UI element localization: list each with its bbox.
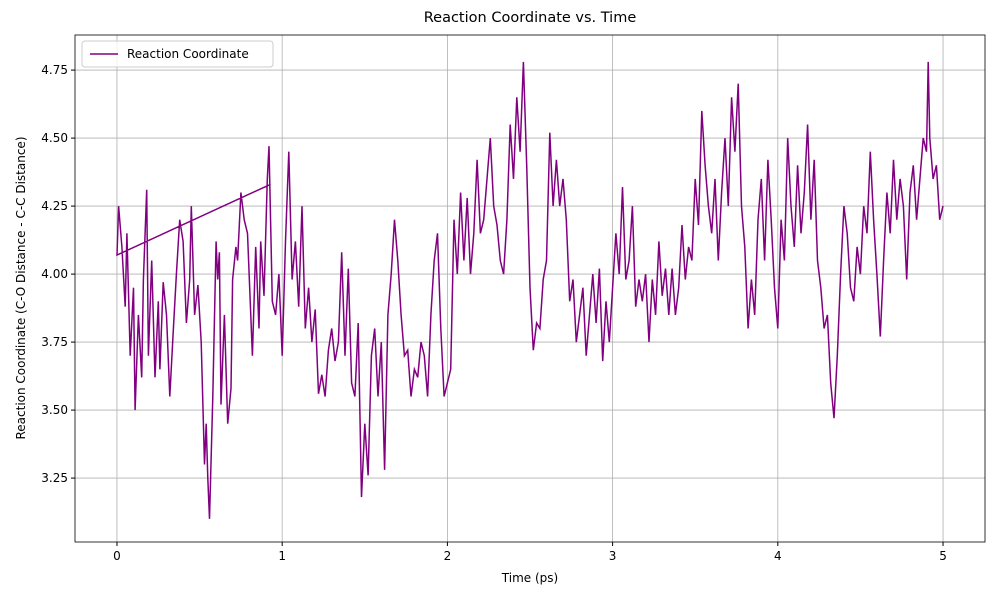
x-tick-label: 1: [278, 549, 286, 563]
data-line: [116, 61, 944, 519]
y-axis-label: Reaction Coordinate (C-O Distance - C-C …: [14, 137, 28, 440]
legend-box: [81, 40, 274, 68]
x-axis-label: Time (ps): [501, 571, 558, 585]
x-tick-label: 4: [774, 549, 782, 563]
x-tick-label: 5: [939, 549, 947, 563]
y-tick-label: 3.50: [41, 403, 68, 417]
y-tick-label: 4.50: [41, 131, 68, 145]
x-tick-label: 0: [113, 549, 121, 563]
y-tick-label: 3.25: [41, 471, 68, 485]
y-tick-label: 3.75: [41, 335, 68, 349]
x-tick-label: 3: [609, 549, 617, 563]
y-tick-label: 4.25: [41, 199, 68, 213]
plot-frame: [74, 34, 986, 543]
y-tick-label: 4.00: [41, 267, 68, 281]
legend-label: Reaction Coordinate: [127, 47, 249, 61]
y-tick-label: 4.75: [41, 63, 68, 77]
chart-title: Reaction Coordinate vs. Time: [424, 10, 637, 26]
x-tick-label: 2: [444, 549, 452, 563]
